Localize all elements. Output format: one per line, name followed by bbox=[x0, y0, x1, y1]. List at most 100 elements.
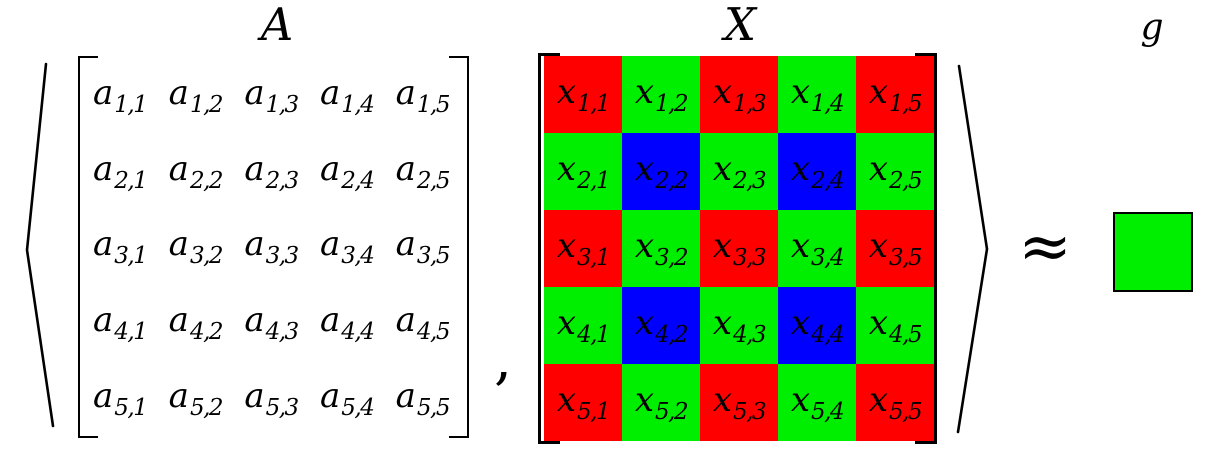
matrix-x-cell-4-3: x4,3 bbox=[700, 287, 778, 364]
matrix-a-cell-5-1: a5,1 bbox=[93, 375, 148, 421]
matrix-a-cell-4-1: a4,1 bbox=[93, 300, 148, 346]
matrix-a-entry: a2,5 bbox=[395, 148, 451, 194]
matrix-a-entry: a2,4 bbox=[319, 148, 375, 194]
matrix-a-cell-4-3: a4,3 bbox=[244, 300, 299, 345]
matrix-x-entry: x5,2 bbox=[634, 380, 689, 425]
matrix-x: x1,1 x1,2 x1,3 x1,4 x1,5 x2,1 x2,2 x2,3 x2,4 x2,5… bbox=[544, 56, 934, 441]
approx-symbol: ≈ bbox=[1018, 210, 1072, 284]
matrix-x-cell-1-1: x1,1 bbox=[544, 56, 622, 133]
matrix-a-cell-1-3: a1,3 bbox=[244, 73, 299, 119]
matrix-x-right-bracket bbox=[915, 53, 937, 444]
matrix-x-cell-3-1: x3,1 bbox=[544, 210, 622, 287]
matrix-a-row-1: a1,1 a1,2 a1,3 a1,4 a1,5 bbox=[93, 58, 451, 134]
right-angle-bracket bbox=[956, 64, 989, 434]
matrix-x-cell-4-1: x4,1 bbox=[544, 287, 622, 364]
matrix-x-cell-3-2: x3,2 bbox=[622, 210, 700, 287]
matrix-x-entry: x2,1 bbox=[556, 149, 611, 194]
matrix-a-entry: a3,4 bbox=[319, 224, 375, 270]
matrix-a-cell-2-3: a2,3 bbox=[244, 149, 299, 194]
matrix-a-entry: a4,5 bbox=[395, 300, 451, 346]
matrix-x-cell-2-5: x2,5 bbox=[856, 133, 934, 210]
matrix-x-entry: x1,5 bbox=[868, 72, 923, 117]
matrix-a-cell-4-2: a4,2 bbox=[168, 300, 224, 346]
matrix-a-cell-1-5: a1,5 bbox=[395, 73, 451, 119]
matrix-x-label: X bbox=[723, 0, 757, 51]
matrix-a-cell-5-4: a5,4 bbox=[320, 376, 375, 421]
matrix-x-cell-4-4: x4,4 bbox=[778, 287, 856, 364]
matrix-a-entry: a1,3 bbox=[244, 73, 299, 119]
matrix-x-entry: x5,5 bbox=[868, 380, 923, 425]
matrix-a-cell-5-5: a5,5 bbox=[395, 375, 451, 421]
matrix-a-label: A bbox=[260, 0, 294, 51]
matrix-x-row-2: x2,1 x2,2 x2,3 x2,4 x2,5 bbox=[544, 133, 934, 210]
matrix-x-entry: x4,2 bbox=[634, 303, 689, 348]
matrix-x-entry: x4,4 bbox=[790, 303, 845, 348]
matrix-a-entry: a5,1 bbox=[93, 375, 148, 421]
matrix-x-entry: x2,3 bbox=[712, 149, 767, 194]
matrix-a-entry: a1,4 bbox=[319, 73, 375, 119]
matrix-x-row-3: x3,1 x3,2 x3,3 x3,4 x3,5 bbox=[544, 210, 934, 287]
matrix-a-row-2: a2,1 a2,2 a2,3 a2,4 a2,5 bbox=[93, 134, 451, 210]
matrix-x-entry: x2,5 bbox=[868, 149, 923, 194]
matrix-a-cell-4-4: a4,4 bbox=[320, 300, 375, 345]
matrix-x-entry: x4,5 bbox=[868, 303, 923, 348]
matrix-x-entry: x4,3 bbox=[712, 303, 767, 348]
matrix-a-cell-4-5: a4,5 bbox=[395, 300, 451, 346]
matrix-x-entry: x2,4 bbox=[790, 149, 845, 194]
matrix-a-cell-5-2: a5,2 bbox=[169, 376, 224, 421]
matrix-a-cell-1-2: a1,2 bbox=[168, 73, 224, 119]
matrix-a-entry: a3,1 bbox=[93, 224, 148, 270]
matrix-x-entry: x3,5 bbox=[868, 226, 923, 271]
matrix-a-entry: a3,5 bbox=[395, 224, 451, 270]
matrix-a-cell-1-4: a1,4 bbox=[319, 73, 375, 119]
matrix-a-entry: a3,2 bbox=[168, 224, 224, 270]
matrix-x-entry: x3,1 bbox=[556, 226, 611, 271]
matrix-x-cell-3-4: x3,4 bbox=[778, 210, 856, 287]
matrix-a-entry: a2,2 bbox=[168, 148, 224, 194]
matrix-x-entry: x3,3 bbox=[712, 226, 767, 271]
matrix-x-cell-4-2: x4,2 bbox=[622, 287, 700, 364]
result-green-square bbox=[1113, 212, 1193, 292]
matrix-a-left-bracket bbox=[78, 56, 98, 438]
matrix-a-entry: a1,5 bbox=[395, 73, 451, 119]
matrix-a-cell-3-2: a3,2 bbox=[168, 224, 224, 270]
matrix-x-entry: x5,4 bbox=[790, 380, 845, 425]
matrix-a-cell-5-3: a5,3 bbox=[244, 375, 299, 421]
matrix-a-cell-1-1: a1,1 bbox=[93, 73, 148, 119]
matrix-x-row-5: x5,1 x5,2 x5,3 x5,4 x5,5 bbox=[544, 364, 934, 441]
matrix-x-cell-2-3: x2,3 bbox=[700, 133, 778, 210]
matrix-x-left-bracket bbox=[538, 53, 560, 444]
matrix-a-cell-3-4: a3,4 bbox=[319, 224, 375, 270]
matrix-x-cell-5-1: x5,1 bbox=[544, 364, 622, 441]
matrix-x-entry: x1,4 bbox=[790, 72, 845, 117]
matrix-a-entry: a5,5 bbox=[395, 375, 451, 421]
matrix-x-cell-1-2: x1,2 bbox=[622, 56, 700, 133]
matrix-x-cell-2-1: x2,1 bbox=[544, 133, 622, 210]
matrix-a-entry: a1,1 bbox=[93, 73, 148, 119]
matrix-x-cell-3-5: x3,5 bbox=[856, 210, 934, 287]
matrix-a-entry: a1,2 bbox=[168, 73, 224, 119]
matrix-x-entry: x2,2 bbox=[634, 149, 689, 194]
matrix-x-cell-2-2: x2,2 bbox=[622, 133, 700, 210]
matrix-a-entry: a5,3 bbox=[244, 375, 299, 421]
matrix-a-entry: a4,1 bbox=[93, 300, 148, 346]
left-angle-bracket bbox=[25, 62, 55, 428]
matrix-x-entry: x1,2 bbox=[634, 72, 689, 117]
matrix-x-entry: x3,2 bbox=[634, 226, 689, 271]
matrix-a-cell-2-2: a2,2 bbox=[168, 148, 224, 194]
matrix-a-cell-3-3: a3,3 bbox=[244, 224, 299, 269]
matrix-a-cell-3-5: a3,5 bbox=[395, 224, 451, 270]
matrix-x-entry: x3,4 bbox=[790, 226, 845, 271]
matrix-a-cell-2-4: a2,4 bbox=[319, 148, 375, 194]
matrix-x-entry: x1,3 bbox=[712, 72, 767, 117]
matrix-x-cell-1-3: x1,3 bbox=[700, 56, 778, 133]
matrix-a-entry: a4,2 bbox=[168, 300, 224, 346]
matrix-a-row-4: a4,1 a4,2 a4,3 a4,4 a4,5 bbox=[93, 285, 451, 361]
matrix-x-entry: x4,1 bbox=[556, 303, 611, 348]
matrix-x-cell-2-4: x2,4 bbox=[778, 133, 856, 210]
matrix-a-row-3: a3,1 a3,2 a3,3 a3,4 a3,5 bbox=[93, 209, 451, 285]
matrix-a: a1,1 a1,2 a1,3 a1,4 a1,5 a2,1 a2,2 a2,3 a2,4 a2,5… bbox=[93, 58, 451, 436]
matrix-x-cell-5-4: x5,4 bbox=[778, 364, 856, 441]
matrix-x-entry: x5,1 bbox=[556, 380, 611, 425]
